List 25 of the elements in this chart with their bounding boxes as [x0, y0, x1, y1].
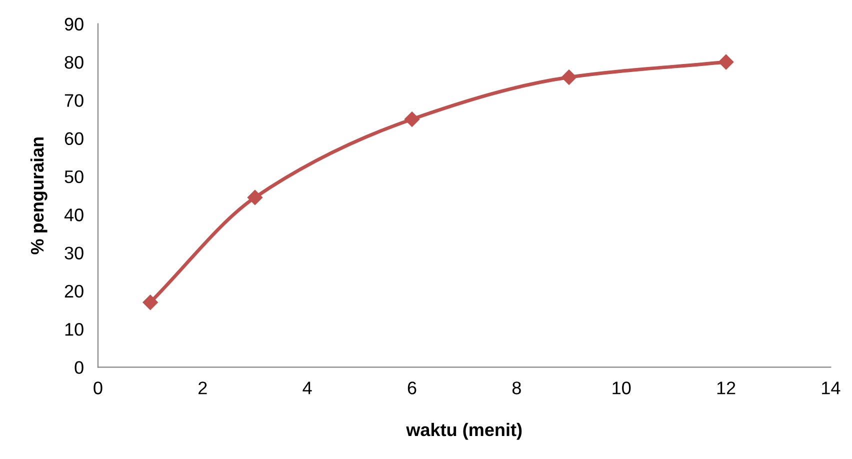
x-axis-title: waktu (menit)	[406, 422, 522, 440]
y-tick-label: 70	[64, 94, 84, 107]
point	[404, 112, 420, 127]
y-tick-label: 0	[74, 361, 84, 374]
x-tick-label: 12	[717, 382, 736, 394]
point	[142, 294, 158, 310]
y-tick-label: 30	[64, 246, 84, 260]
point	[718, 54, 734, 70]
y-axis-title: % penguraian	[30, 137, 48, 254]
y-tick-label: 20	[64, 284, 84, 298]
point	[561, 70, 577, 85]
x-tick-label: 0	[94, 382, 102, 394]
x-tick-label: 8	[512, 382, 521, 394]
x-tick-label: 14	[822, 382, 840, 394]
y-tick-label: 80	[64, 56, 84, 69]
y-tick-label: 10	[65, 322, 84, 336]
x-tick-label: 6	[408, 382, 416, 394]
y-tick-label: 60	[64, 132, 84, 146]
y-tick-label: 40	[64, 208, 84, 222]
y-tick-label: 50	[64, 170, 84, 184]
x-tick-label: 2	[198, 382, 207, 394]
y-tick-label: 90	[64, 18, 84, 31]
x-tick-label: 10	[612, 382, 631, 394]
point	[247, 190, 263, 206]
x-tick-label: 4	[302, 382, 312, 394]
